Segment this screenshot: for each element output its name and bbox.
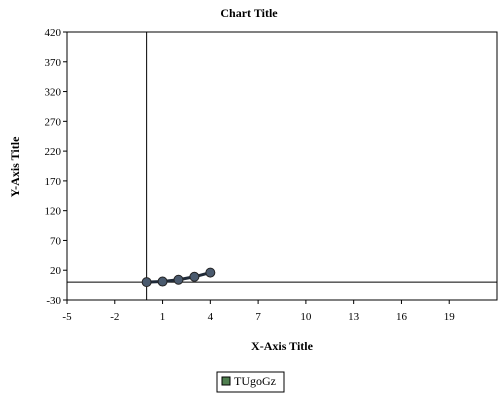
- y-tick-label: 120: [45, 206, 62, 218]
- y-tick-label: 270: [45, 116, 62, 128]
- legend-box: [216, 371, 285, 393]
- y-tick-label: 20: [50, 265, 62, 277]
- x-tick-label: 19: [444, 311, 456, 323]
- y-tick-label: 320: [45, 87, 62, 99]
- x-axis-ticks: -5 -2 1 4 7 10 13 16 19: [62, 300, 455, 323]
- data-point: [157, 276, 168, 287]
- y-axis-ticks: -30 20 70 120 170 220 270 320 370 420: [45, 27, 67, 307]
- legend-label: TUgoGz: [234, 374, 276, 388]
- x-tick-label: -2: [110, 311, 119, 323]
- x-tick-label: -5: [62, 311, 72, 323]
- x-tick-label: 1: [160, 311, 166, 323]
- x-tick-label: 7: [255, 311, 261, 323]
- legend-swatch: [221, 376, 231, 386]
- data-point: [189, 271, 200, 282]
- data-point: [173, 274, 184, 285]
- plot-area: [66, 31, 498, 301]
- y-tick-label: 370: [45, 57, 62, 69]
- x-tick-label: 13: [348, 311, 360, 323]
- legend: TUgoGz: [216, 371, 285, 393]
- x-tick-label: 10: [300, 311, 312, 323]
- y-tick-label: 170: [45, 176, 62, 188]
- y-tick-label: 220: [45, 146, 62, 158]
- data-point: [141, 277, 152, 288]
- data-point: [205, 267, 216, 278]
- y-tick-label: 70: [50, 235, 62, 247]
- chart-title: Chart Title: [220, 6, 278, 20]
- y-tick-label: -30: [46, 295, 61, 307]
- series-layer: [141, 267, 216, 288]
- x-tick-label: 16: [396, 311, 408, 323]
- x-axis-title: X-Axis Title: [251, 339, 314, 353]
- y-tick-label: 420: [45, 27, 62, 39]
- x-tick-label: 4: [208, 311, 214, 323]
- y-axis-title: Y-Axis Title: [8, 136, 22, 197]
